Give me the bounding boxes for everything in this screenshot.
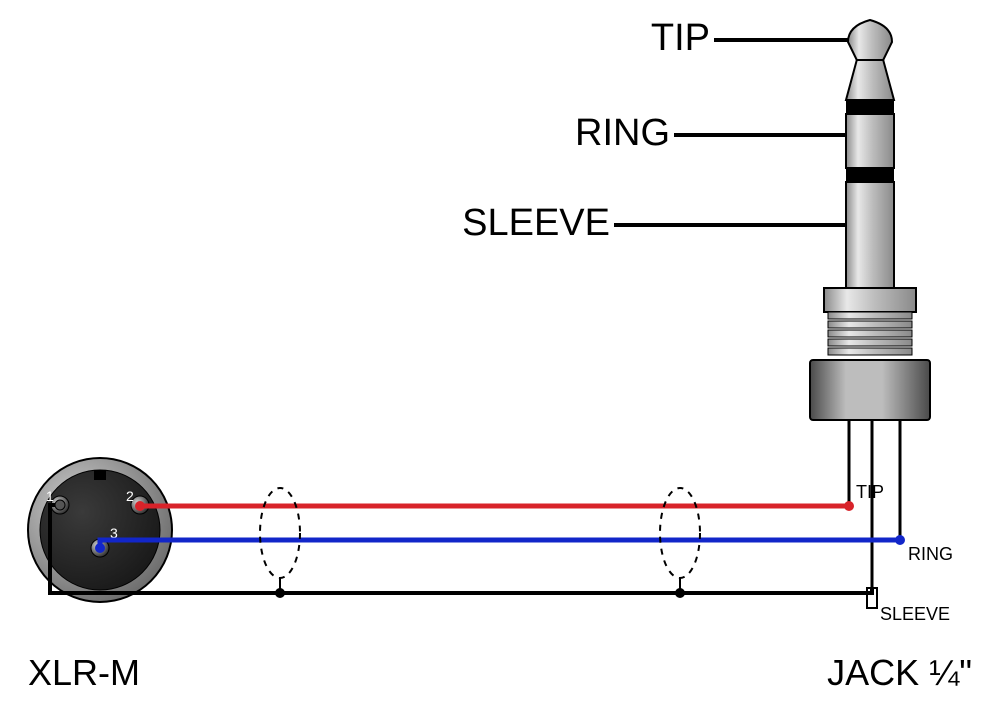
- label-ring: RING: [575, 112, 670, 154]
- jack-insulator-1: [846, 100, 894, 114]
- jack-ring-contact: [846, 114, 894, 168]
- jack-neck: [846, 60, 894, 100]
- xlr-pin1-label: 1: [46, 488, 54, 504]
- wire-cold-start-dot: [95, 543, 105, 553]
- wire-hot-end-dot: [844, 501, 854, 511]
- jack-thread: [828, 339, 912, 346]
- label-jack: JACK ¼": [827, 652, 972, 693]
- xlr-pin2-label: 2: [126, 488, 134, 504]
- wire-cold-end-dot: [895, 535, 905, 545]
- wire-shield: [50, 505, 872, 593]
- xlr-key: [94, 470, 106, 480]
- jack-tip: [848, 20, 892, 60]
- jack-insulator-2: [846, 168, 894, 182]
- jack-body: [810, 360, 930, 420]
- trs-jack: [810, 20, 930, 608]
- jack-thread: [828, 348, 912, 355]
- shield-loop-1-dot: [275, 588, 285, 598]
- label-sleeve: SLEEVE: [462, 202, 610, 244]
- shield-loop-2: [660, 488, 700, 578]
- jack-thread: [828, 321, 912, 328]
- jack-sleeve-contact: [846, 182, 894, 288]
- jack-thread: [828, 312, 912, 319]
- jack-collar: [824, 288, 916, 312]
- jack-thread: [828, 330, 912, 337]
- label-tip: TIP: [651, 17, 710, 59]
- shield-loop-2-dot: [675, 588, 685, 598]
- xlr-face: [40, 470, 160, 590]
- wire-shield-start-dot: [55, 500, 65, 510]
- label-xlr-m: XLR-M: [28, 652, 140, 693]
- wire-hot-start-dot: [135, 501, 145, 511]
- pin-label-tip: TIP: [856, 482, 884, 502]
- shield-loop-1: [260, 488, 300, 578]
- pin-label-sleeve: SLEEVE: [880, 604, 950, 624]
- pin-label-ring: RING: [908, 544, 953, 564]
